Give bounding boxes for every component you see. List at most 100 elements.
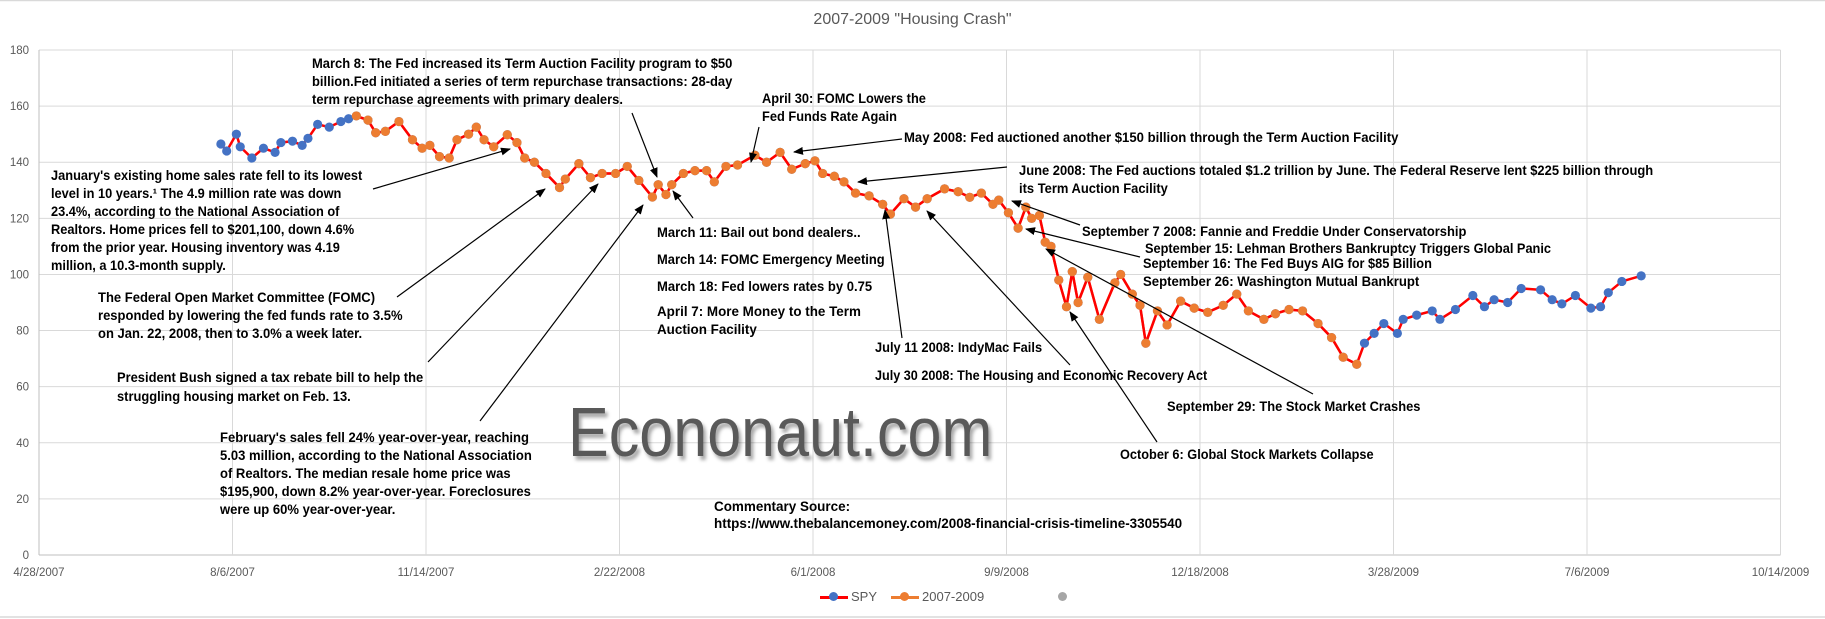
series-2007-2009-data-point[interactable]: [953, 187, 963, 197]
series-2007-2009-data-point[interactable]: [653, 180, 663, 190]
series-2007-2009-data-point[interactable]: [661, 189, 671, 200]
series-2007-2009-data-point[interactable]: [829, 171, 839, 181]
series-2007-2009-data-point[interactable]: [444, 153, 454, 163]
series-2007-2009-data-point[interactable]: [479, 135, 489, 145]
series-2007-2009-data-point[interactable]: [597, 168, 607, 179]
spy-data-point[interactable]: [1435, 314, 1445, 324]
series-2007-2009-data-point[interactable]: [1284, 304, 1294, 315]
series-2007-2009-data-point[interactable]: [1003, 208, 1014, 218]
series-2007-2009-data-point[interactable]: [574, 159, 584, 169]
spy-data-point[interactable]: [1636, 271, 1646, 281]
series-2007-2009-data-point[interactable]: [560, 174, 570, 184]
spy-data-point[interactable]: [1427, 306, 1437, 316]
series-2007-2009-data-point[interactable]: [1352, 359, 1362, 369]
series-2007-2009-data-point[interactable]: [380, 126, 390, 136]
series-2007-2009-data-point[interactable]: [800, 159, 810, 169]
spy-data-point[interactable]: [1503, 297, 1513, 308]
spy-data-point[interactable]: [1516, 283, 1526, 294]
series-2007-2009-data-point[interactable]: [899, 194, 909, 204]
series-2007-2009-data-point[interactable]: [885, 209, 896, 219]
series-2007-2009-data-point[interactable]: [690, 166, 700, 176]
series-2007-2009-data-point[interactable]: [1034, 210, 1044, 221]
series-2007-2009-data-point[interactable]: [1232, 289, 1242, 299]
series-2007-2009-data-point[interactable]: [810, 156, 820, 166]
spy-data-point[interactable]: [1379, 318, 1389, 329]
series-2007-2009-data-point[interactable]: [1176, 296, 1186, 306]
series-2007-2009-data-point[interactable]: [1135, 300, 1145, 310]
legend-item-unnamed-dot[interactable]: [1058, 592, 1068, 601]
series-2007-2009-data-point[interactable]: [1061, 302, 1072, 312]
series-2007-2009-data-point[interactable]: [407, 135, 418, 145]
series-2007-2009-data-point[interactable]: [1073, 297, 1083, 308]
spy-data-point[interactable]: [1468, 290, 1478, 301]
series-2007-2009-data-point[interactable]: [520, 153, 530, 163]
spy-data-point[interactable]: [1586, 303, 1596, 313]
series-2007-2009-data-point[interactable]: [1259, 314, 1269, 324]
series-2007-2009-data-point[interactable]: [471, 122, 481, 132]
series-2007-2009-data-point[interactable]: [371, 128, 381, 138]
legend-item-2007-2009[interactable]: 2007-2009: [891, 589, 984, 604]
series-2007-2009-data-point[interactable]: [667, 180, 677, 190]
series-2007-2009-data-point[interactable]: [434, 152, 445, 162]
series-2007-2009-data-point[interactable]: [1243, 306, 1253, 316]
spy-data-point[interactable]: [1392, 328, 1402, 338]
series-2007-2009-data-point[interactable]: [1027, 213, 1037, 223]
series-2007-2009-data-point[interactable]: [1203, 307, 1213, 317]
series-2007-2009-data-point[interactable]: [452, 135, 462, 145]
series-2007-2009-data-point[interactable]: [922, 194, 932, 204]
spy-data-point[interactable]: [1479, 302, 1490, 312]
spy-data-point[interactable]: [1547, 295, 1557, 305]
series-2007-2009-data-point[interactable]: [363, 115, 373, 125]
series-2007-2009-data-point[interactable]: [1270, 309, 1281, 319]
series-2007-2009-data-point[interactable]: [647, 192, 657, 202]
series-2007-2009-data-point[interactable]: [1013, 223, 1023, 233]
spy-data-point[interactable]: [1369, 328, 1379, 338]
series-2007-2009-data-point[interactable]: [732, 160, 743, 170]
series-2007-2009-data-point[interactable]: [1162, 320, 1172, 330]
legend-item-spy[interactable]: SPY: [820, 589, 877, 604]
series-2007-2009-data-point[interactable]: [721, 161, 731, 172]
spy-data-point[interactable]: [247, 153, 257, 163]
spy-data-point[interactable]: [1535, 285, 1546, 295]
series-2007-2009-data-point[interactable]: [611, 168, 621, 179]
series-2007-2009-data-point[interactable]: [634, 175, 644, 186]
spy-data-point[interactable]: [216, 139, 226, 149]
series-2007-2009-data-point[interactable]: [512, 137, 522, 148]
series-2007-2009-data-point[interactable]: [1067, 267, 1077, 277]
series-2007-2009-data-point[interactable]: [939, 184, 950, 194]
spy-data-point[interactable]: [1570, 290, 1580, 301]
spy-data-point[interactable]: [222, 146, 232, 156]
series-2007-2009-data-point[interactable]: [965, 192, 975, 202]
spy-data-point[interactable]: [270, 147, 280, 158]
series-2007-2009-data-point[interactable]: [709, 177, 719, 187]
series-2007-2009-data-point[interactable]: [1326, 332, 1337, 343]
series-2007-2009-data-point[interactable]: [701, 166, 712, 176]
series-2007-2009-data-point[interactable]: [761, 157, 772, 167]
series-2007-2009-data-point[interactable]: [529, 157, 539, 167]
spy-data-point[interactable]: [1595, 302, 1606, 312]
series-2007-2009-data-point[interactable]: [425, 140, 435, 150]
spy-data-point[interactable]: [313, 119, 323, 129]
spy-data-point[interactable]: [231, 129, 241, 139]
spy-data-point[interactable]: [336, 116, 346, 127]
spy-data-point[interactable]: [324, 122, 334, 132]
spy-data-point[interactable]: [1450, 304, 1461, 315]
spy-data-point[interactable]: [1557, 299, 1567, 309]
series-2007-2009-data-point[interactable]: [850, 188, 861, 198]
series-2007-2009-data-point[interactable]: [976, 188, 986, 198]
series-2007-2009-data-point[interactable]: [994, 195, 1004, 205]
spy-data-point[interactable]: [1359, 338, 1370, 348]
series-2007-2009-data-point[interactable]: [787, 164, 797, 174]
spy-data-point[interactable]: [1398, 314, 1408, 324]
series-2007-2009-data-point[interactable]: [878, 199, 888, 209]
series-2007-2009-data-point[interactable]: [489, 142, 499, 152]
series-2007-2009-data-point[interactable]: [1094, 314, 1104, 324]
series-2007-2009-data-point[interactable]: [1054, 275, 1064, 285]
spy-data-point[interactable]: [297, 140, 307, 150]
series-2007-2009-data-point[interactable]: [1189, 303, 1199, 313]
series-2007-2009-data-point[interactable]: [417, 143, 427, 153]
series-2007-2009-data-point[interactable]: [585, 173, 596, 183]
series-2007-2009-data-point[interactable]: [1297, 306, 1308, 316]
series-2007-2009-data-point[interactable]: [622, 161, 632, 172]
series-2007-2009-data-point[interactable]: [1127, 289, 1137, 299]
